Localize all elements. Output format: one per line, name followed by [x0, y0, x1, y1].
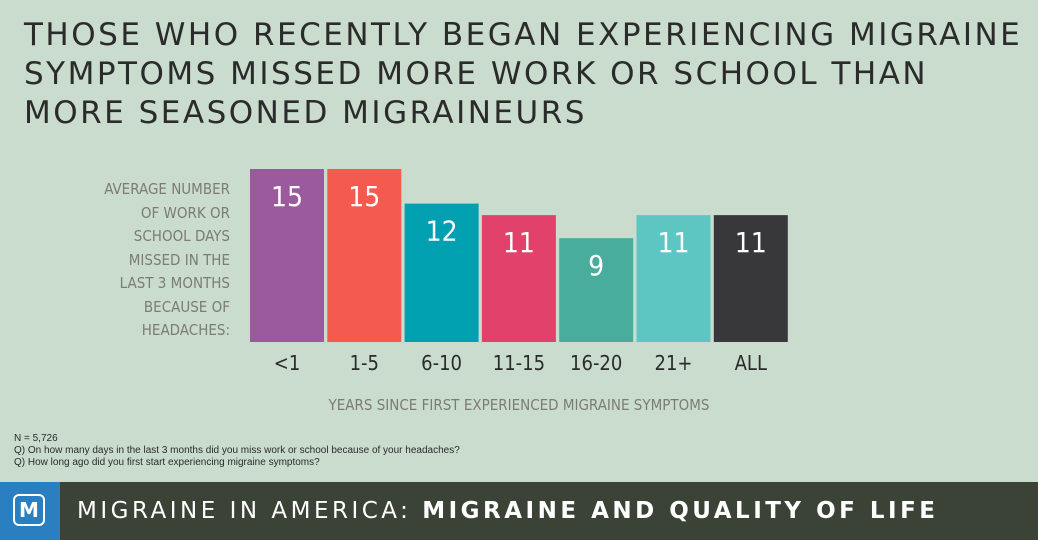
survey-notes: N = 5,726 Q) On how many days in the las… — [14, 433, 460, 469]
footer-bar: M MIGRAINE IN AMERICA: MIGRAINE AND QUAL… — [0, 482, 1038, 540]
category-label: 21+ — [655, 351, 693, 375]
question-note: Q) How long ago did you first start expe… — [14, 457, 320, 468]
bar-value-label: 11 — [503, 226, 535, 259]
x-axis-label: YEARS SINCE FIRST EXPERIENCED MIGRAINE S… — [328, 396, 710, 414]
logo-m-icon: M — [13, 494, 45, 526]
bar-5 — [636, 215, 711, 342]
footer-title-emphasis: MIGRAINE AND QUALITY OF LIFE — [422, 498, 939, 524]
category-label: ALL — [735, 351, 767, 375]
y-axis-label-line: HEADACHES: — [141, 321, 230, 339]
bar-value-label: 9 — [588, 249, 604, 282]
y-axis-label: AVERAGE NUMBER OF WORK OR SCHOOL DAYS MI… — [100, 178, 230, 343]
footer-title-prefix: MIGRAINE IN AMERICA: — [77, 498, 412, 524]
category-label: 11-15 — [493, 351, 545, 375]
bar-3 — [481, 215, 556, 342]
y-axis-label-line: LAST 3 MONTHS — [119, 274, 230, 292]
bar-1 — [327, 169, 402, 342]
brand-logo: M — [0, 482, 60, 540]
y-axis-label-line: SCHOOL DAYS — [133, 227, 230, 245]
title-line-2: SYMPTOMS MISSED MORE WORK OR SCHOOL THAN — [24, 56, 929, 92]
category-label: 16-20 — [570, 351, 622, 375]
category-label: <1 — [274, 351, 301, 375]
category-label: 1-5 — [350, 351, 379, 375]
bar-chart: 15 <1 15 1-5 12 6-10 11 11-15 9 16-20 11 21+ 11 ALL YE… — [250, 169, 788, 414]
title-line-1: THOSE WHO RECENTLY BEGAN EXPERIENCING MI… — [24, 17, 1023, 53]
bar-value-label: 12 — [426, 215, 458, 248]
bar-value-label: 11 — [657, 226, 689, 259]
bar-4 — [559, 238, 634, 342]
y-axis-label-line: AVERAGE NUMBER — [104, 180, 230, 198]
chart-title: THOSE WHO RECENTLY BEGAN EXPERIENCING MI… — [24, 16, 1024, 133]
bar-0 — [250, 169, 324, 342]
y-axis-label-line: OF WORK OR — [140, 203, 230, 222]
bar-value-label: 11 — [735, 226, 767, 259]
sample-size-note: N = 5,726 — [14, 433, 58, 444]
bar-6 — [713, 215, 788, 342]
category-label: 6-10 — [421, 351, 462, 375]
bar-2 — [404, 203, 479, 342]
bar-value-label: 15 — [348, 180, 380, 213]
y-axis-label-line: BECAUSE OF — [143, 297, 230, 316]
title-line-3: MORE SEASONED MIGRAINEURS — [24, 95, 587, 131]
bar-value-label: 15 — [271, 180, 303, 213]
y-axis-label-line: MISSED IN THE — [128, 250, 230, 269]
footer-title: MIGRAINE IN AMERICA: MIGRAINE AND QUALIT… — [77, 482, 939, 540]
question-note: Q) On how many days in the last 3 months… — [14, 445, 460, 456]
